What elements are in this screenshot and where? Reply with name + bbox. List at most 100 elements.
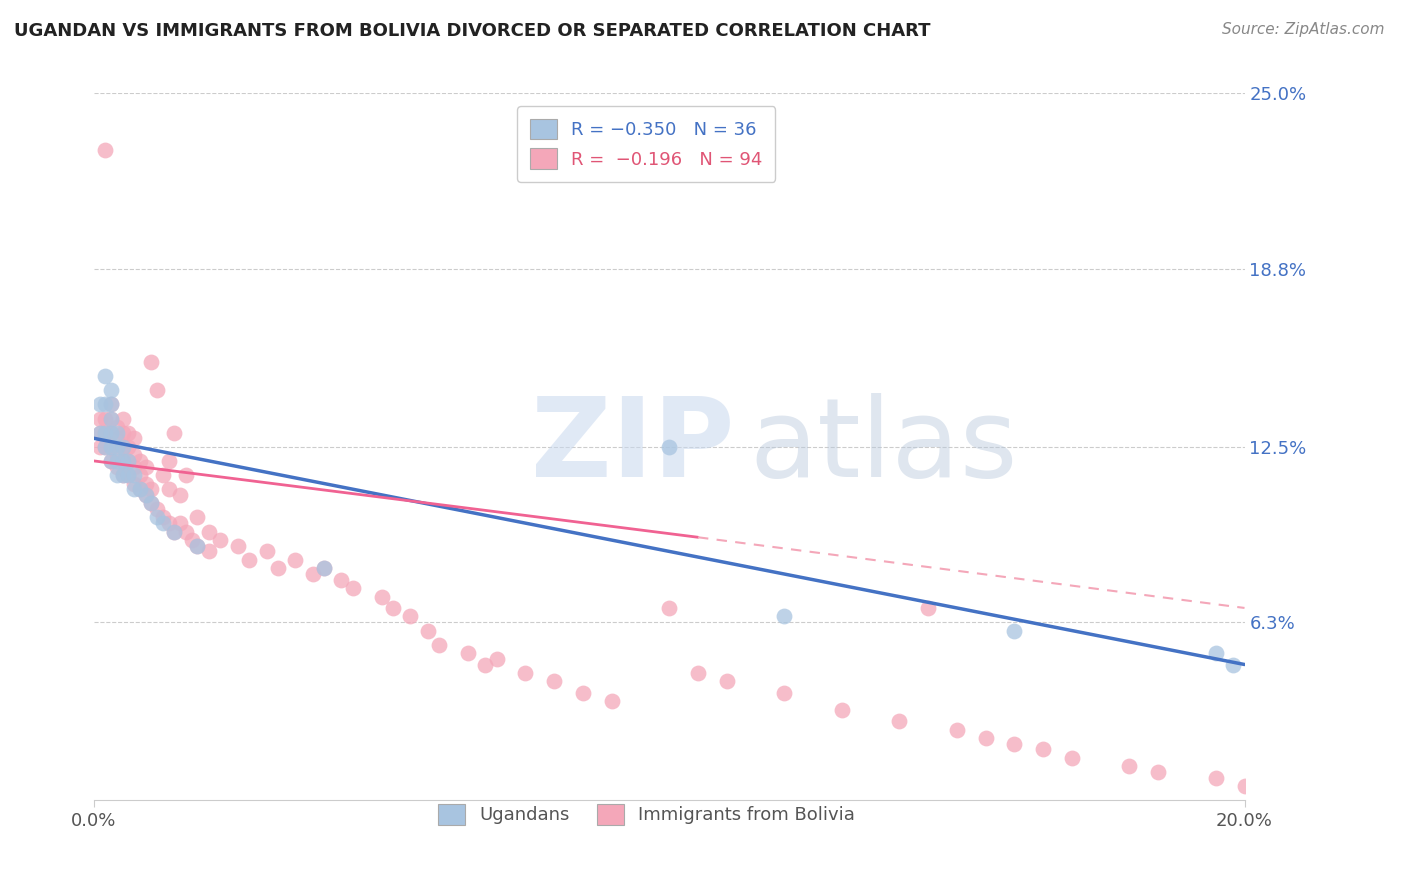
Point [111,468,134,483]
Point [1060,751,1083,765]
Point [658,440,681,454]
Point [100,454,122,468]
Point [141,482,163,496]
Point [946,723,969,737]
Point [94,425,117,440]
Point [105,420,128,434]
Point [111,454,134,468]
Point [974,731,997,745]
Point [1205,646,1227,660]
Point [89,411,111,425]
Point [141,496,163,510]
Point [89,397,111,411]
Point [917,601,939,615]
Point [284,553,307,567]
Point [94,440,117,454]
Point [141,355,163,369]
Point [1032,742,1054,756]
Point [163,524,186,539]
Point [180,533,202,547]
Point [198,524,221,539]
Point [146,510,169,524]
Point [100,425,122,440]
Point [600,694,623,708]
Point [117,425,139,440]
Point [122,482,145,496]
Point [152,510,174,524]
Point [186,510,208,524]
Point [100,425,122,440]
Point [141,496,163,510]
Point [100,383,122,397]
Point [716,674,738,689]
Point [157,516,180,530]
Point [474,657,496,672]
Text: Source: ZipAtlas.com: Source: ZipAtlas.com [1222,22,1385,37]
Point [146,383,169,397]
Point [226,539,249,553]
Point [157,454,180,468]
Point [399,609,422,624]
Point [100,411,122,425]
Point [163,425,186,440]
Point [122,476,145,491]
Point [111,440,134,454]
Point [111,468,134,483]
Point [100,397,122,411]
Point [174,468,197,483]
Point [111,411,134,425]
Point [256,544,278,558]
Point [163,524,186,539]
Point [135,488,157,502]
Point [1002,624,1025,638]
Point [382,601,405,615]
Point [129,468,152,483]
Text: atlas: atlas [749,393,1018,500]
Point [157,482,180,496]
Point [129,482,152,496]
Point [94,411,117,425]
Point [267,561,290,575]
Point [773,609,796,624]
Point [301,567,323,582]
Point [416,624,439,638]
Point [1002,737,1025,751]
Point [174,524,197,539]
Point [100,411,122,425]
Legend: Ugandans, Immigrants from Bolivia: Ugandans, Immigrants from Bolivia [429,795,863,834]
Point [1205,771,1227,785]
Point [117,468,139,483]
Point [94,425,117,440]
Point [89,440,111,454]
Point [889,714,911,728]
Point [238,553,260,567]
Point [100,397,122,411]
Point [135,488,157,502]
Point [152,468,174,483]
Point [1118,759,1140,773]
Point [146,502,169,516]
Point [152,516,174,530]
Point [1147,764,1170,779]
Point [135,459,157,474]
Point [330,573,353,587]
Point [94,369,117,384]
Point [186,539,208,553]
Point [135,476,157,491]
Point [342,581,364,595]
Point [105,454,128,468]
Point [111,425,134,440]
Point [94,440,117,454]
Text: UGANDAN VS IMMIGRANTS FROM BOLIVIA DIVORCED OR SEPARATED CORRELATION CHART: UGANDAN VS IMMIGRANTS FROM BOLIVIA DIVOR… [14,22,931,40]
Point [543,674,565,689]
Point [658,601,681,615]
Point [89,425,111,440]
Point [169,516,191,530]
Point [89,425,111,440]
Point [111,440,134,454]
Point [129,454,152,468]
Point [117,454,139,468]
Point [105,459,128,474]
Point [122,431,145,445]
Point [117,454,139,468]
